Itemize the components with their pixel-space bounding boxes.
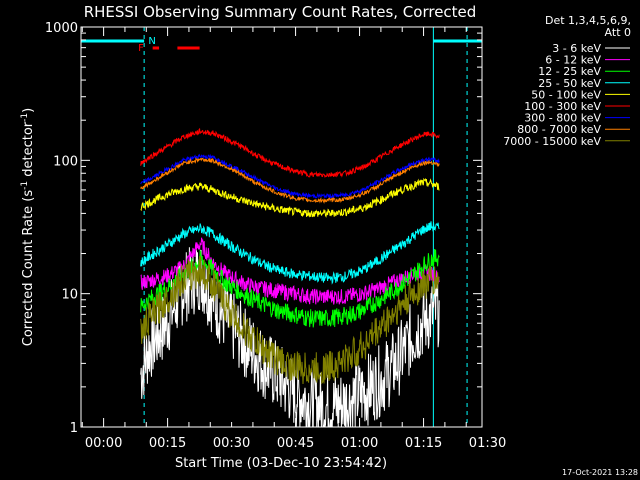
legend-label: 7000 - 15000 keV (503, 135, 601, 148)
x-tick-label: 00:15 (149, 436, 186, 451)
legend-label: 300 - 800 keV (524, 112, 601, 125)
x-axis: 00:00 00:15 00:30 00:45 01:00 01:15 01:30 (81, 27, 506, 451)
series-line (140, 177, 440, 218)
series-line (140, 221, 440, 285)
x-tick-label: 01:00 (341, 436, 378, 451)
x-tick-label: 00:30 (213, 436, 250, 451)
x-axis-label: Start Time (03-Dec-10 23:54:42) (175, 456, 387, 471)
legend-label: 50 - 100 keV (531, 88, 601, 101)
x-tick-label: 00:45 (277, 436, 314, 451)
series-line (140, 237, 440, 305)
y-axis-label: Corrected Count Rate (s-1 detector-1) (20, 108, 36, 346)
legend-label: 100 - 300 keV (524, 100, 601, 113)
night-marker: N (148, 36, 155, 47)
y-tick-label: 1000 (45, 21, 78, 36)
series-line (140, 247, 440, 428)
y-tick-label: 1 (70, 421, 78, 436)
legend-header-2: Att 0 (605, 26, 631, 39)
y-tick-label: 10 (61, 288, 78, 303)
x-tick-label: 01:15 (405, 436, 442, 451)
legend-label: 12 - 25 keV (538, 65, 601, 78)
series-line (140, 157, 440, 204)
footer-date: 17-Oct-2021 13:28 (562, 468, 638, 477)
x-tick-label: 00:00 (85, 436, 122, 451)
chart-title: RHESSI Observing Summary Count Rates, Co… (84, 3, 477, 21)
flare-marker: F (138, 43, 144, 54)
legend-label: 6 - 12 keV (545, 54, 601, 67)
series-line (140, 153, 440, 200)
series-line (140, 256, 440, 385)
y-tick-label: 100 (53, 154, 78, 169)
x-tick-label: 01:30 (469, 436, 506, 451)
y-axis: 1 10 100 1000 (45, 21, 482, 436)
series-layer (140, 127, 440, 428)
legend-label: 3 - 6 keV (552, 42, 601, 55)
plot-frame (80, 26, 483, 428)
legend-label: 800 - 7000 keV (517, 123, 601, 136)
series-line (140, 127, 440, 179)
legend-label: 25 - 50 keV (538, 77, 601, 90)
legend-header-1: Det 1,3,4,5,6,9, (545, 14, 631, 27)
